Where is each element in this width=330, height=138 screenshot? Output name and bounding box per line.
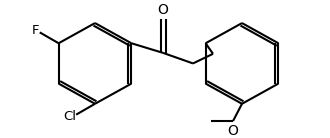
Text: O: O [157, 3, 168, 17]
Text: F: F [32, 24, 40, 37]
Text: O: O [228, 124, 239, 138]
Text: Cl: Cl [64, 110, 77, 123]
